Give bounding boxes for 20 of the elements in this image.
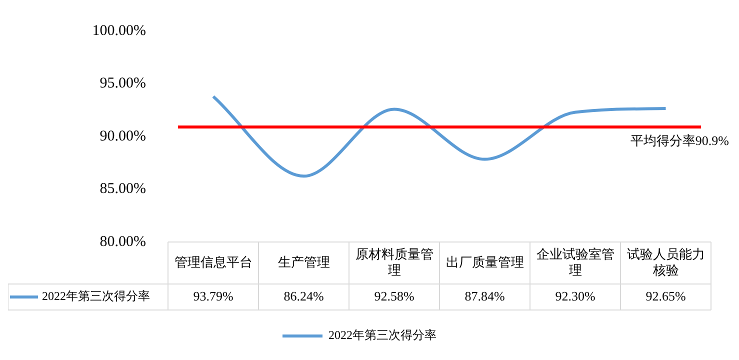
text: 92.30% (555, 288, 596, 304)
y-tick-label: 100.00% (92, 22, 146, 39)
text: 86.24% (284, 288, 324, 304)
x-tick-label: 原材料质量管理 (355, 246, 434, 278)
y-tick-label: 80.00% (100, 234, 146, 250)
text: 92.65% (646, 288, 686, 304)
x-tick-label: 生产管理 (278, 254, 330, 270)
text: 93.79% (193, 288, 234, 304)
x-tick-label: 出厂质量管理 (446, 254, 524, 270)
x-tick-label: 管理信息平台 (174, 254, 252, 270)
text: 2022年第三次得分率 (328, 328, 436, 342)
x-tick-label: 企业试验室管理 (536, 246, 614, 278)
x-tick-label: 试验人员能力核验 (626, 246, 705, 278)
y-tick-label: 85.00% (100, 181, 146, 198)
y-tick-label: 90.00% (100, 128, 146, 144)
y-tick-label: 95.00% (100, 76, 146, 92)
legend-label: 2022年第三次得分率 (42, 289, 150, 304)
ref-line-label: 平均得分率90.9% (630, 132, 730, 148)
text: 87.84% (464, 288, 505, 304)
text: 92.58% (374, 288, 414, 304)
